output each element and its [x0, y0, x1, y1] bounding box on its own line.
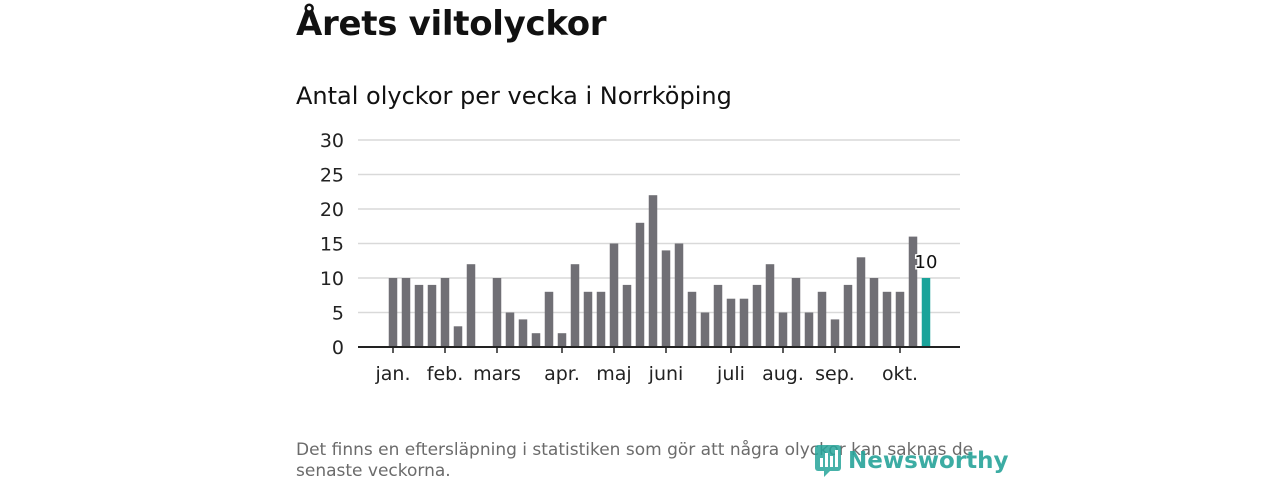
y-tick-label: 20 [320, 199, 344, 221]
bar [843, 284, 853, 347]
newsworthy-logo-icon [815, 445, 841, 477]
bar [752, 284, 762, 347]
bar [765, 264, 775, 347]
bar [531, 333, 541, 347]
bar [635, 222, 645, 347]
bar [583, 291, 593, 347]
bar [609, 243, 619, 347]
bar-highlight [921, 278, 931, 347]
bar [739, 298, 749, 347]
y-tick-label: 5 [332, 303, 344, 325]
x-tick-label: aug. [762, 363, 804, 385]
bar [778, 312, 788, 347]
bar [817, 291, 827, 347]
bar [830, 319, 840, 347]
bar [557, 333, 567, 347]
bar [466, 264, 476, 347]
bar [401, 278, 411, 347]
bar [570, 264, 580, 347]
bar [791, 278, 801, 347]
y-tick-label: 15 [320, 234, 344, 256]
x-axis: jan. feb. mars apr. maj juni juli aug. sep. okt. [358, 346, 960, 385]
bar [726, 298, 736, 347]
x-tick-label: juni [648, 363, 684, 385]
data-label: 10 [915, 252, 938, 273]
bar [661, 250, 671, 347]
bar [908, 236, 918, 347]
bar [518, 319, 528, 347]
bar [882, 291, 892, 347]
bar [596, 291, 606, 347]
bar [388, 278, 398, 347]
y-tick-label: 10 [320, 268, 344, 290]
x-tick-label: sep. [815, 363, 855, 385]
chart-title: Antal olyckor per vecka i Norrköping [296, 82, 732, 110]
annotations: 10 [913, 251, 939, 275]
bar [713, 284, 723, 347]
newsworthy-logo[interactable]: Newsworthy [814, 444, 1009, 478]
bar [622, 284, 632, 347]
x-tick-label: apr. [544, 363, 580, 385]
footnote: Det finns en eftersläpning i statistiken… [296, 440, 974, 481]
bar-chart: 0 5 10 15 20 25 30 jan. feb. mars apr. maj juni juli… [320, 130, 960, 385]
bar [440, 278, 450, 347]
bar [895, 291, 905, 347]
bar [427, 284, 437, 347]
x-tick-label: okt. [882, 363, 918, 385]
bar [687, 291, 697, 347]
bar [804, 312, 814, 347]
bar [453, 326, 463, 347]
x-tick-label: juli [716, 363, 745, 385]
bar [856, 257, 866, 347]
x-tick-label: feb. [427, 363, 463, 385]
x-tick-label: maj [596, 363, 631, 385]
y-tick-label: 25 [320, 165, 344, 187]
page-title: Årets viltolyckor [296, 4, 607, 44]
y-tick-label: 30 [320, 130, 344, 152]
y-tick-label: 0 [332, 337, 344, 359]
x-tick-label: mars [473, 363, 521, 385]
y-axis-ticks: 0 5 10 15 20 25 30 [320, 130, 344, 359]
bar [869, 278, 879, 347]
bar [648, 195, 658, 347]
bar [674, 243, 684, 347]
bar [414, 284, 424, 347]
bar [505, 312, 515, 347]
bars [388, 195, 931, 347]
logo-text: Newsworthy [848, 448, 1009, 474]
bar [492, 278, 502, 347]
x-tick-label: jan. [374, 363, 410, 385]
bar [544, 291, 554, 347]
bar [700, 312, 710, 347]
